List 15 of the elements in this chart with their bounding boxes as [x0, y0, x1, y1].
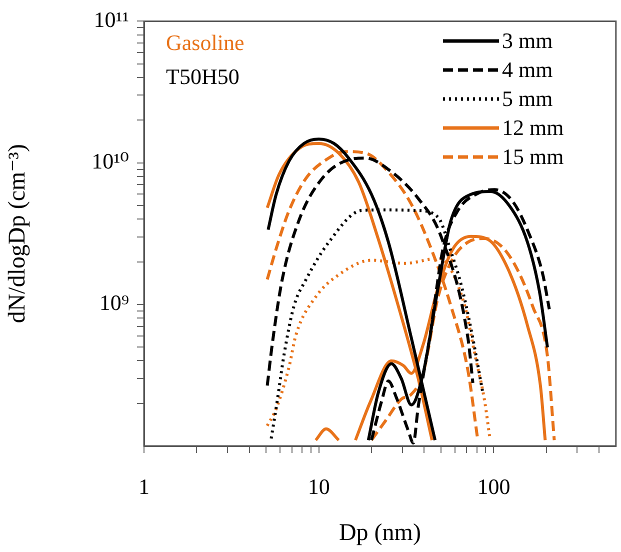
x-tick-label: 100 — [477, 474, 510, 499]
y-tick-label: 10⁹ — [99, 290, 130, 316]
y-tick-label: 10¹⁰ — [92, 148, 130, 174]
x-axis-title: Dp (nm) — [338, 520, 421, 546]
y-axis-title: dN/dlogDp (cm⁻³) — [4, 144, 31, 324]
annotation: Gasoline — [166, 29, 244, 57]
annotation: T50H50 — [166, 63, 240, 91]
legend-label: 5 mm — [502, 85, 553, 113]
y-tick-label: 10¹¹ — [94, 6, 129, 32]
legend-label: 4 mm — [502, 56, 553, 84]
x-tick-label: 10 — [308, 474, 330, 499]
legend-label: 3 mm — [502, 27, 553, 55]
x-tick-label: 1 — [138, 474, 150, 499]
legend-label: 15 mm — [502, 143, 564, 171]
legend-label: 12 mm — [502, 114, 564, 142]
